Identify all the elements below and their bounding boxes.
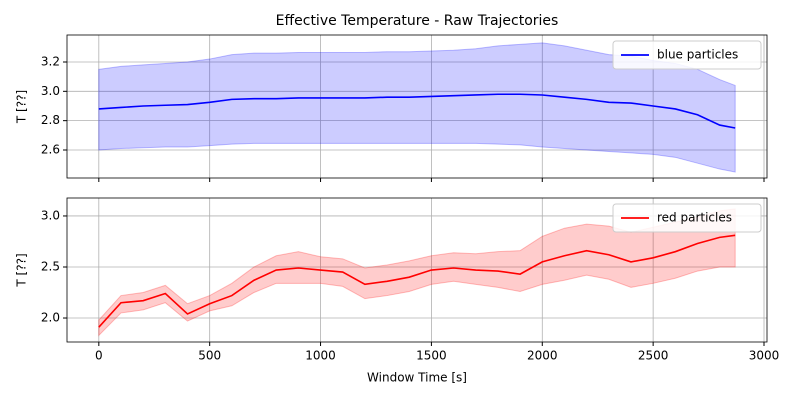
legend: red particles xyxy=(612,203,762,233)
plot-area: 2.6 2.8 3.0 3.2 xyxy=(41,34,768,182)
x-tick-label: 2000 xyxy=(527,349,558,363)
x-tick-label: 0 xyxy=(95,349,103,363)
y-tick-label: 2.6 xyxy=(41,142,60,156)
x-tick-label: 2500 xyxy=(638,349,669,363)
legend-label: blue particles xyxy=(657,48,738,62)
x-tick-label: 1000 xyxy=(305,349,336,363)
chart-title: Effective Temperature - Raw Trajectories xyxy=(276,13,559,29)
legend-box xyxy=(612,203,762,233)
y-axis-label: T [??] xyxy=(15,253,29,287)
series-line xyxy=(98,93,736,129)
band xyxy=(98,208,736,337)
series-line xyxy=(98,234,736,328)
band xyxy=(98,42,736,173)
x-axis-label: Window Time [s] xyxy=(367,371,467,385)
legend: blue particles xyxy=(612,40,762,70)
x-tick-label: 500 xyxy=(198,349,221,363)
legend-label: red particles xyxy=(657,211,732,225)
y-tick-label: 3.0 xyxy=(41,208,60,222)
legend-box xyxy=(612,40,762,70)
axes-frame xyxy=(66,34,768,179)
y-tick-label: 2.0 xyxy=(41,311,60,325)
x-tick-label: 1500 xyxy=(416,349,447,363)
x-tick-label: 3000 xyxy=(749,349,780,363)
axes-frame xyxy=(66,197,768,343)
y-axis-label: T [??] xyxy=(15,90,29,124)
y-tick-label: 3.0 xyxy=(41,84,60,98)
y-tick-label: 2.5 xyxy=(41,259,60,273)
y-tick-label: 2.8 xyxy=(41,113,60,127)
y-tick-label: 3.2 xyxy=(41,54,60,68)
